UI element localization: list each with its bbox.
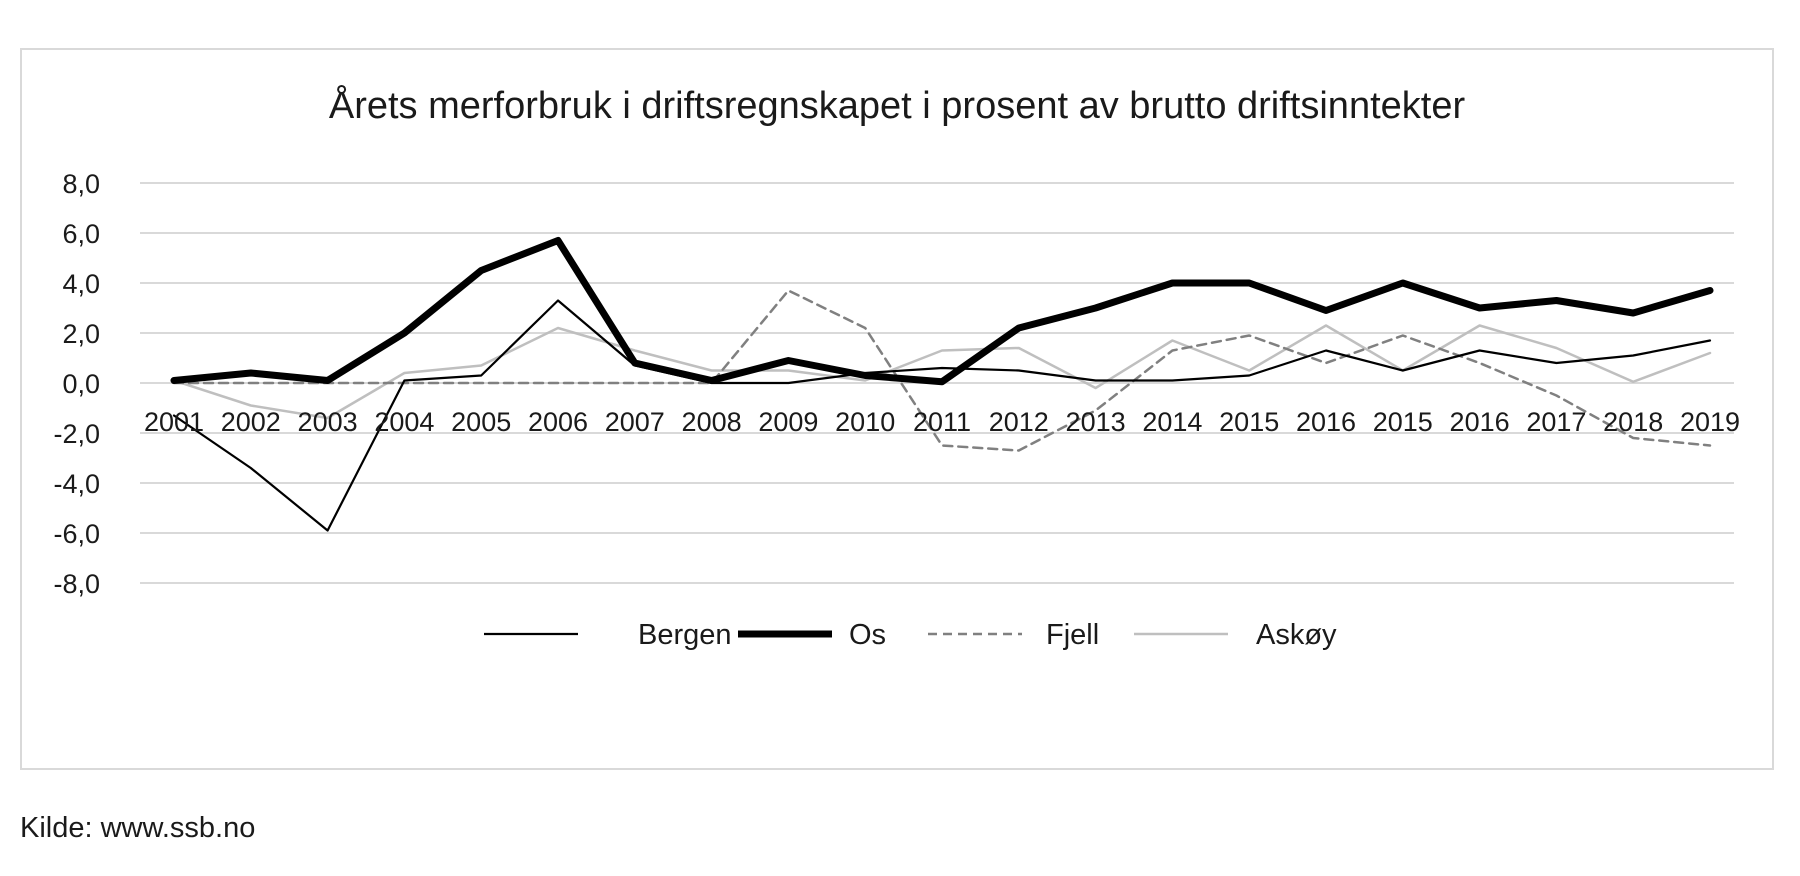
y-tick-label: 0,0 — [62, 369, 100, 399]
y-tick-label: 8,0 — [62, 169, 100, 199]
series-line-bergen — [172, 299, 1712, 532]
x-tick-label: 2007 — [605, 407, 665, 437]
x-tick-label: 2004 — [374, 407, 434, 437]
y-tick-label: -8,0 — [53, 569, 100, 599]
x-tick-label: 2014 — [1142, 407, 1202, 437]
x-tick-label: 2015 — [1219, 407, 1279, 437]
x-tick-label: 2018 — [1603, 407, 1663, 437]
y-tick-label: 6,0 — [62, 219, 100, 249]
series-line-os — [170, 237, 1714, 386]
x-tick-label: 2011 — [913, 407, 971, 437]
legend-label: Os — [849, 619, 886, 651]
chart-frame: Årets merforbruk i driftsregnskapet i pr… — [20, 48, 1774, 770]
x-tick-label: 2006 — [528, 407, 588, 437]
y-tick-label: 4,0 — [62, 269, 100, 299]
x-tick-label: 2013 — [1066, 407, 1126, 437]
x-tick-label: 2001 — [144, 407, 204, 437]
y-tick-label: -2,0 — [53, 419, 100, 449]
legend-label: Fjell — [1046, 619, 1099, 651]
x-tick-label: 2005 — [451, 407, 511, 437]
x-tick-label: 2002 — [221, 407, 281, 437]
x-tick-label: 2015 — [1373, 407, 1433, 437]
x-tick-label: 2008 — [682, 407, 742, 437]
series-line-fjell — [172, 289, 1712, 452]
x-tick-label: 2012 — [989, 407, 1049, 437]
line-chart: Årets merforbruk i driftsregnskapet i pr… — [53, 83, 1740, 651]
x-tick-label: 2009 — [758, 407, 818, 437]
chart-title: Årets merforbruk i driftsregnskapet i pr… — [329, 83, 1466, 127]
legend-label: Bergen — [638, 619, 732, 651]
legend-label: Askøy — [1256, 619, 1337, 651]
x-tick-label: 2017 — [1526, 407, 1586, 437]
x-tick-label: 2003 — [298, 407, 358, 437]
series-line-askoy — [172, 324, 1712, 420]
y-tick-label: 2,0 — [62, 319, 100, 349]
y-tick-label: -4,0 — [53, 469, 100, 499]
x-tick-label: 2019 — [1680, 407, 1740, 437]
x-tick-label: 2016 — [1296, 407, 1356, 437]
source-note: Kilde: www.ssb.no — [20, 812, 256, 844]
x-tick-label: 2010 — [835, 407, 895, 437]
y-tick-label: -6,0 — [53, 519, 100, 549]
x-tick-label: 2016 — [1450, 407, 1510, 437]
